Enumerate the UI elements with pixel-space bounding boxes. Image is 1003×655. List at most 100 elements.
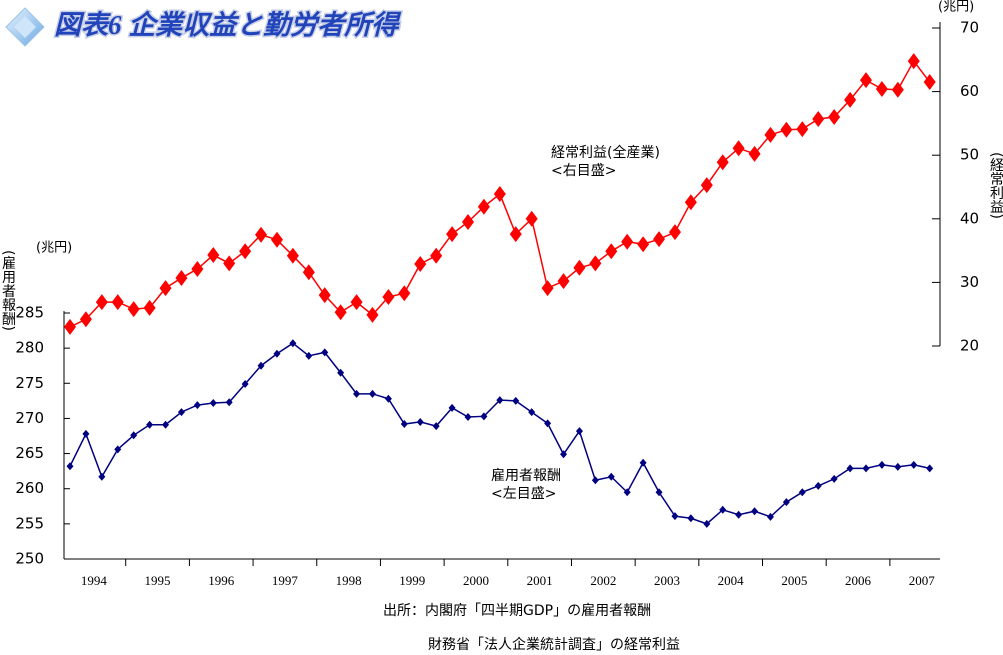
point [353,389,361,398]
point [477,198,490,215]
annotation: <右目盛> [551,163,616,179]
point [191,261,204,278]
y2-axis-label: (経常利益) [988,152,1003,219]
point [257,361,265,370]
point [735,510,743,519]
point [894,462,902,471]
point [589,255,602,272]
point [655,488,663,497]
x-tick-label: 1995 [145,573,171,588]
point [111,294,124,311]
point [493,185,506,202]
point [751,507,759,516]
y-tick-label: 280 [15,339,44,357]
point [560,450,568,459]
point [605,243,618,260]
point [621,233,634,250]
point [846,464,854,473]
y-axis-label: (雇用者報酬) [0,250,16,331]
point [814,481,822,490]
point [668,224,681,241]
x-tick-label: 2002 [590,573,616,588]
series-label: 経常利益(全産業) [551,144,660,161]
point [448,403,456,412]
point [671,512,679,521]
x-tick-label: 1997 [272,573,299,588]
point [639,458,647,467]
point [368,389,376,398]
point [862,464,870,473]
point [782,498,790,507]
point [95,294,108,311]
point [607,472,615,481]
point [400,420,408,429]
point [653,231,666,248]
y2-unit: (兆円) [938,0,974,15]
x-tick-label: 1996 [208,573,235,588]
point [512,396,520,405]
point [716,154,729,171]
chart-title: 図表6 企業収益と勤労者所得 [54,10,402,40]
point [623,488,631,497]
point [812,110,825,127]
point [432,422,440,431]
point [573,259,586,276]
point [732,140,745,157]
point [130,431,138,440]
x-tick-label: 1999 [399,573,425,588]
point [830,474,838,483]
point [878,460,886,469]
point [382,289,395,306]
y-unit: (兆円) [36,241,72,256]
point [480,412,488,421]
point [366,306,379,323]
point [98,472,106,481]
point [557,273,570,290]
point [321,348,329,357]
x-tick-label: 2001 [527,573,553,588]
x-tick-label: 2007 [909,573,936,588]
y-tick-label: 285 [15,304,44,322]
point [575,427,583,436]
point [273,349,281,358]
point [414,255,427,272]
point [764,126,777,143]
point [159,280,172,297]
annotation: <左目盛> [491,486,556,502]
point [748,145,761,162]
point [509,226,522,243]
point [719,505,727,514]
point [798,488,806,497]
point [796,121,809,138]
point [177,408,185,417]
point [541,280,554,297]
point [923,74,936,91]
x-tick-label: 2004 [718,573,745,588]
point [305,351,313,360]
y2-tick-label: 20 [960,337,979,355]
point [255,226,268,243]
point [225,398,233,407]
x-tick-label: 2000 [463,573,489,588]
point [286,247,299,264]
point [207,247,220,264]
y2-tick-label: 30 [960,273,979,291]
point [334,304,347,321]
point [146,420,154,429]
source: 財務省「法人企業統計調査」の経常利益 [428,636,680,653]
point [828,109,841,126]
point [637,236,650,253]
point [687,514,695,523]
y-tick-label: 275 [15,374,44,392]
y2-tick-label: 70 [960,19,979,37]
source: 出所：内閣府「四半期GDP」の雇用者報酬 [383,602,651,619]
point [430,247,443,264]
point [462,213,474,230]
x-tick-label: 2003 [654,573,680,588]
point [270,231,283,248]
point [193,401,201,410]
point [891,81,904,98]
point [66,462,74,471]
point [241,379,249,388]
